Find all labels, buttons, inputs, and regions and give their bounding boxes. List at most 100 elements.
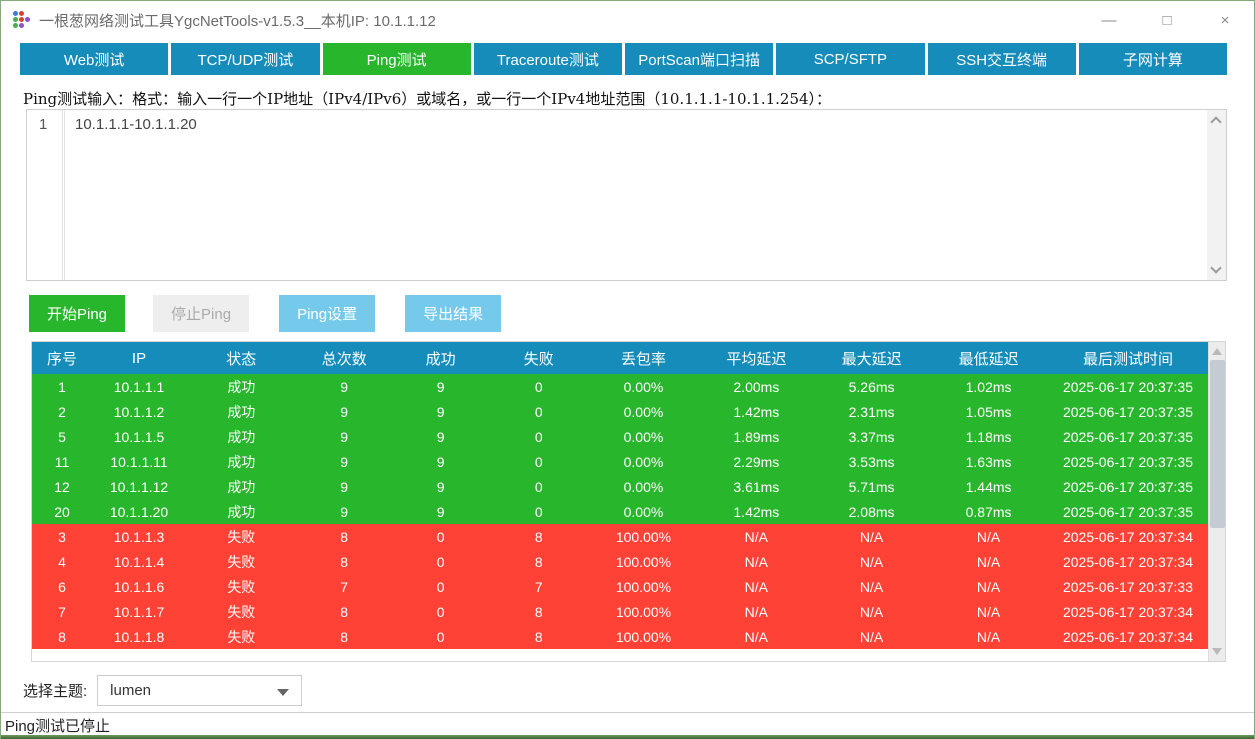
theme-selected-value: lumen <box>110 682 152 699</box>
tab-web[interactable]: Web测试 <box>20 43 169 75</box>
close-icon[interactable]: × <box>1220 11 1230 29</box>
column-header[interactable]: 总次数 <box>296 342 392 374</box>
table-cell: 失败 <box>186 524 297 549</box>
ping-results-panel: 序号 IP 状态 总次数 成功 失败 丢包率 平均延迟 最大延迟 最低延迟 最后测试时间 1 10.1… <box>31 341 1226 662</box>
scroll-down-icon[interactable] <box>1212 648 1222 655</box>
table-cell: 6 <box>32 574 92 599</box>
table-cell: 8 <box>489 524 589 549</box>
table-cell: N/A <box>929 624 1048 649</box>
table-cell: 100.00% <box>588 549 699 574</box>
table-cell: 8 <box>489 624 589 649</box>
tab-subnet[interactable]: 子网计算 <box>1078 43 1227 75</box>
table-row[interactable]: 12 10.1.1.12 成功 9 9 0 0.00% 3.61ms 5.71ms 1.44ms 2… <box>32 474 1208 499</box>
table-cell: N/A <box>929 599 1048 624</box>
column-header[interactable]: 最低延迟 <box>929 342 1048 374</box>
column-header[interactable]: 平均延迟 <box>698 342 814 374</box>
start-ping-button[interactable]: 开始Ping <box>29 295 126 332</box>
chevron-up-icon[interactable] <box>1210 116 1222 128</box>
table-cell: 0.00% <box>588 374 699 399</box>
column-header[interactable]: 状态 <box>186 342 297 374</box>
column-header[interactable]: 最大延迟 <box>813 342 930 374</box>
column-header[interactable]: 丢包率 <box>588 342 699 374</box>
window-title: 一根葱网络测试工具YgcNetTools-v1.5.3__本机IP: 10.1.… <box>39 12 436 30</box>
column-header[interactable]: 成功 <box>391 342 490 374</box>
table-cell: 2 <box>32 399 92 424</box>
table-cell: 1.42ms <box>698 499 814 524</box>
tab-ssh[interactable]: SSH交互终端 <box>927 43 1076 75</box>
table-row[interactable]: 7 10.1.1.7 失败 8 0 8 100.00% N/A N/A N/A 2025-06-17… <box>32 599 1208 624</box>
table-cell: 0.00% <box>588 424 699 449</box>
table-cell: 9 <box>296 374 392 399</box>
export-results-button[interactable]: 导出结果 <box>405 295 502 332</box>
table-row[interactable]: 3 10.1.1.3 失败 8 0 8 100.00% N/A N/A N/A 2025-06-17… <box>32 524 1208 549</box>
table-row[interactable]: 11 10.1.1.11 成功 9 9 0 0.00% 2.29ms 3.53ms 1.63ms 2… <box>32 449 1208 474</box>
table-cell: 8 <box>296 524 392 549</box>
column-header[interactable]: 最后测试时间 <box>1047 342 1208 374</box>
table-cell: 2.00ms <box>698 374 814 399</box>
ip-range-input[interactable]: 10.1.1.1-10.1.1.20 <box>75 116 197 133</box>
tab-scpsftp[interactable]: SCP/SFTP <box>776 43 925 75</box>
app-logo-dot <box>19 17 24 22</box>
tab-bar: Web测试 TCP/UDP测试 Ping测试 Traceroute测试 PortScan… <box>20 43 1227 75</box>
table-cell: 100.00% <box>588 574 699 599</box>
table-cell: 9 <box>391 449 490 474</box>
table-cell: 8 <box>489 549 589 574</box>
tab-tcpudp[interactable]: TCP/UDP测试 <box>171 43 320 75</box>
theme-select[interactable]: lumen <box>97 675 303 706</box>
table-row[interactable]: 8 10.1.1.8 失败 8 0 8 100.00% N/A N/A N/A 2025-06-17… <box>32 624 1208 649</box>
table-cell: 0.00% <box>588 499 699 524</box>
table-row[interactable]: 1 10.1.1.1 成功 9 9 0 0.00% 2.00ms 5.26ms 1.02ms 202… <box>32 374 1208 399</box>
table-cell: 2025-06-17 20:37:35 <box>1047 374 1208 399</box>
table-row[interactable]: 20 10.1.1.20 成功 9 9 0 0.00% 1.42ms 2.08ms 0.87ms 2… <box>32 499 1208 524</box>
ping-settings-button[interactable]: Ping设置 <box>279 295 376 332</box>
ip-input-editor: 1 10.1.1.1-10.1.1.20 <box>26 109 1227 281</box>
window-bottom-edge <box>1 735 1254 739</box>
chevron-down-icon[interactable] <box>1210 262 1222 274</box>
table-row[interactable]: 5 10.1.1.5 成功 9 9 0 0.00% 1.89ms 3.37ms 1.18ms 202… <box>32 424 1208 449</box>
table-cell: 10.1.1.3 <box>91 524 187 549</box>
table-cell: 9 <box>296 474 392 499</box>
table-cell: N/A <box>698 549 814 574</box>
column-header[interactable]: 序号 <box>32 342 92 374</box>
table-row[interactable]: 4 10.1.1.4 失败 8 0 8 100.00% N/A N/A N/A 2025-06-17… <box>32 549 1208 574</box>
column-header[interactable]: IP <box>91 342 187 374</box>
table-cell: 2025-06-17 20:37:33 <box>1047 574 1208 599</box>
dropdown-caret-icon <box>277 689 290 696</box>
table-cell: 0 <box>489 499 589 524</box>
table-cell: 0 <box>391 549 490 574</box>
app-logo-dot <box>13 11 18 16</box>
stop-ping-button[interactable]: 停止Ping <box>153 295 250 332</box>
table-cell: 2025-06-17 20:37:35 <box>1047 499 1208 524</box>
editor-scrollbar[interactable] <box>1207 110 1226 280</box>
table-cell: 0.00% <box>588 474 699 499</box>
line-number-gutter: 1 <box>27 110 65 280</box>
app-logo-dot <box>13 23 18 28</box>
table-cell: N/A <box>698 624 814 649</box>
table-cell: 2.31ms <box>813 399 930 424</box>
table-scrollbar[interactable] <box>1208 342 1225 661</box>
table-cell: 12 <box>32 474 92 499</box>
table-cell: N/A <box>813 524 930 549</box>
minimize-icon[interactable]: — <box>1101 11 1117 29</box>
table-cell: 0 <box>489 374 589 399</box>
scroll-up-icon[interactable] <box>1212 348 1222 355</box>
scrollbar-thumb[interactable] <box>1210 360 1225 528</box>
table-cell: 9 <box>391 424 490 449</box>
table-row[interactable]: 2 10.1.1.2 成功 9 9 0 0.00% 1.42ms 2.31ms 1.05ms 202… <box>32 399 1208 424</box>
app-logo-dot <box>25 23 30 28</box>
table-cell: 3.53ms <box>813 449 930 474</box>
window-controls: — □ × <box>1080 1 1254 39</box>
maximize-icon[interactable]: □ <box>1162 11 1172 29</box>
table-row[interactable]: 6 10.1.1.6 失败 7 0 7 100.00% N/A N/A N/A 2025-06-17… <box>32 574 1208 599</box>
table-cell: 10.1.1.6 <box>91 574 187 599</box>
column-header[interactable]: 失败 <box>489 342 589 374</box>
table-cell: 100.00% <box>588 524 699 549</box>
table-cell: 1.44ms <box>929 474 1048 499</box>
tab-traceroute[interactable]: Traceroute测试 <box>473 43 622 75</box>
tab-ping[interactable]: Ping测试 <box>322 43 471 75</box>
table-cell: 8 <box>32 624 92 649</box>
table-cell: 成功 <box>186 449 297 474</box>
table-cell: N/A <box>698 599 814 624</box>
table-cell: 10.1.1.20 <box>91 499 187 524</box>
tab-portscan[interactable]: PortScan端口扫描 <box>625 43 774 75</box>
